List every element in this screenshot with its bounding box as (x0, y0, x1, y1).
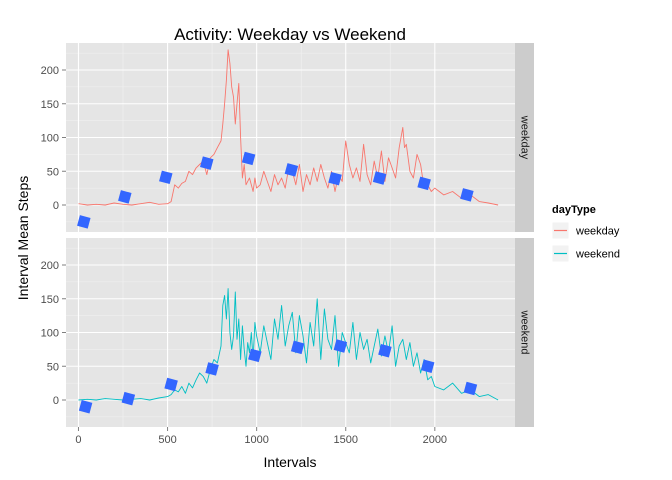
y-axes: 0 50 100 150 200 0 50 100 150 200 (41, 65, 66, 407)
data-point (200, 156, 214, 170)
facet-strips: weekday weekend (515, 43, 534, 427)
chart-title: Activity: Weekday vs Weekend (174, 25, 406, 44)
strip-weekday: weekday (515, 43, 534, 232)
y-tick-label: 0 (53, 395, 59, 407)
data-point (77, 215, 91, 229)
x-tick-label: 2000 (423, 434, 447, 446)
data-point (372, 171, 387, 185)
x-tick-label: 1000 (244, 434, 268, 446)
plot-panels (66, 43, 515, 427)
y-axis-title: Interval Mean Steps (15, 176, 31, 301)
x-axis-title: Intervals (264, 454, 317, 470)
data-point (463, 381, 478, 396)
data-point (159, 170, 173, 185)
data-point (164, 377, 178, 392)
strip-background (515, 43, 534, 232)
markers-weekend (78, 339, 478, 414)
panel-weekday (66, 43, 515, 232)
legend-title: dayType (552, 204, 596, 216)
data-point (248, 348, 262, 363)
data-point (290, 340, 305, 355)
legend-item-weekend: weekend (551, 244, 620, 263)
x-axis: 0 500 1000 1500 2000 (75, 427, 447, 446)
strip-label-weekday: weekday (519, 115, 531, 160)
strip-background (515, 238, 534, 427)
legend-label: weekday (575, 226, 620, 238)
markers-weekday (77, 151, 474, 229)
data-point (417, 176, 431, 191)
series-line-weekday (78, 49, 499, 206)
x-tick-label: 1500 (333, 434, 357, 446)
x-tick-label: 500 (158, 434, 176, 446)
legend-item-weekday: weekday (551, 221, 620, 240)
data-point (420, 359, 435, 373)
y-tick-label: 150 (41, 294, 59, 306)
data-point (333, 339, 348, 353)
y-tick-label: 0 (53, 200, 59, 212)
y-tick-label: 50 (47, 361, 59, 373)
data-point (241, 151, 256, 166)
data-point (328, 171, 342, 186)
y-tick-label: 200 (41, 260, 59, 272)
strip-label-weekend: weekend (519, 309, 531, 354)
y-tick-label: 50 (47, 166, 59, 178)
data-point (284, 163, 299, 177)
strip-weekend: weekend (515, 238, 534, 427)
y-tick-label: 100 (41, 133, 59, 145)
data-point (121, 391, 136, 406)
x-tick-label: 0 (75, 434, 81, 446)
panel-weekend (66, 238, 515, 427)
data-point (460, 188, 474, 202)
y-tick-label: 150 (41, 99, 59, 111)
data-point (78, 400, 93, 414)
data-point (118, 190, 132, 204)
series-line-weekend (78, 288, 499, 401)
y-tick-label: 200 (41, 65, 59, 77)
y-tick-label: 100 (41, 328, 59, 340)
data-point (378, 343, 392, 358)
legend-label: weekend (575, 249, 620, 261)
legend: dayType weekday weekend (551, 204, 620, 263)
data-point (205, 362, 219, 376)
